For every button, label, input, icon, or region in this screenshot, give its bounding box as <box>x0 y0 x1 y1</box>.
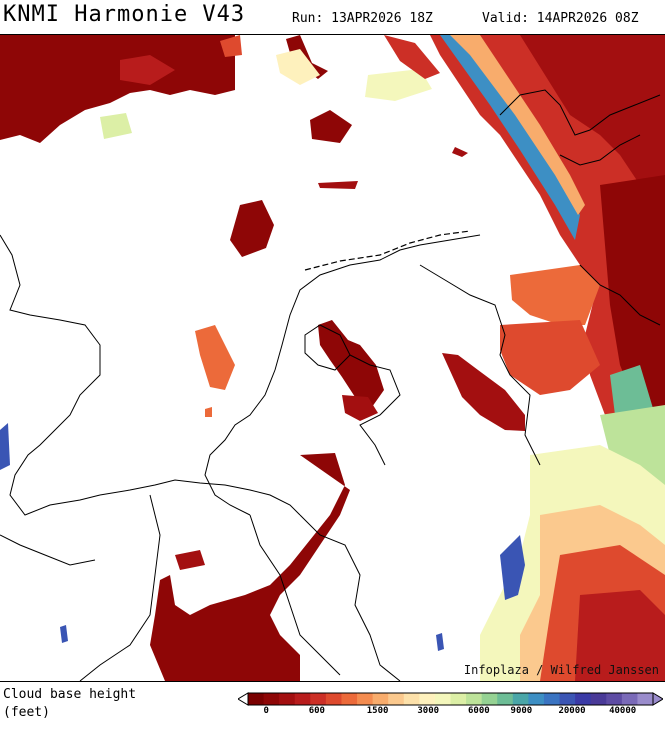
cloud-base-map: Infoplaza / Wilfred Janssen <box>0 34 665 682</box>
colorbar-tick-label: 3000 <box>417 706 440 716</box>
cloud-field-south <box>150 453 350 681</box>
colorbar-tick-label: 20000 <box>558 706 586 716</box>
header: KNMI Harmonie V43 Run: 13APR2026 18Z Val… <box>0 0 665 34</box>
map-credit: Infoplaza / Wilfred Janssen <box>463 663 659 677</box>
colorbar-swatch <box>528 693 545 705</box>
colorbar-tick-label: 1500 <box>366 706 389 716</box>
colorbar-swatch <box>403 693 420 705</box>
colorbar-swatch <box>621 693 638 705</box>
cloud-field-netherlands <box>318 320 525 431</box>
colorbar-swatch <box>450 693 467 705</box>
cloud-field-north <box>0 35 468 257</box>
colorbar-swatch <box>434 693 451 705</box>
map-canvas <box>0 35 665 681</box>
colorbar-tick-label: 6000 <box>468 706 490 716</box>
colorbar-swatch <box>575 693 592 705</box>
colorbar-swatch <box>559 693 576 705</box>
colorbar-swatch <box>512 693 529 705</box>
colorbar-tick-label: 9000 <box>510 706 533 716</box>
colorbar-tick-label: 600 <box>308 706 325 716</box>
colorbar-swatch <box>357 693 374 705</box>
cloud-field-blue <box>0 423 525 651</box>
colorbar-swatch <box>263 693 280 705</box>
colorbar-swatch <box>419 693 436 705</box>
colorbar-swatch <box>497 693 514 705</box>
colorbar-swatch <box>279 693 296 705</box>
legend-title: Cloud base height (feet) <box>3 686 136 722</box>
cloud-field-southeast <box>480 445 665 681</box>
colorbar-swatch <box>637 693 654 705</box>
legend-title-line2: (feet) <box>3 705 50 720</box>
colorbar-swatch <box>388 693 405 705</box>
colorbar-swatch <box>248 693 265 705</box>
colorbar-swatch <box>310 693 327 705</box>
colorbar-tick-label: 40000 <box>609 706 637 716</box>
colorbar-swatch <box>590 693 607 705</box>
cloud-field-orange <box>195 265 600 417</box>
coastline-borders <box>0 89 661 681</box>
colorbar <box>238 692 663 706</box>
colorbar-arrow-left <box>238 692 249 706</box>
colorbar-swatch <box>481 693 498 705</box>
colorbar-swatch <box>341 693 358 705</box>
valid-time-label: Valid: 14APR2026 08Z <box>482 11 639 26</box>
colorbar-swatch <box>372 693 389 705</box>
cloud-field-pale <box>100 35 440 139</box>
colorbar-swatch <box>606 693 623 705</box>
colorbar-swatch <box>325 693 342 705</box>
wadden-boundary <box>304 230 471 271</box>
colorbar-tick-label: 0 <box>263 706 269 716</box>
colorbar-arrow-right <box>652 692 663 706</box>
map-title: KNMI Harmonie V43 <box>3 2 246 27</box>
colorbar-ticks: 0 600 1500 3000 6000 9000 20000 40000 <box>238 706 663 720</box>
colorbar-swatch <box>543 693 561 705</box>
colorbar-swatch <box>466 693 483 705</box>
run-time-label: Run: 13APR2026 18Z <box>292 11 433 26</box>
legend-title-line1: Cloud base height <box>3 687 137 702</box>
colorbar-swatch <box>294 693 311 705</box>
